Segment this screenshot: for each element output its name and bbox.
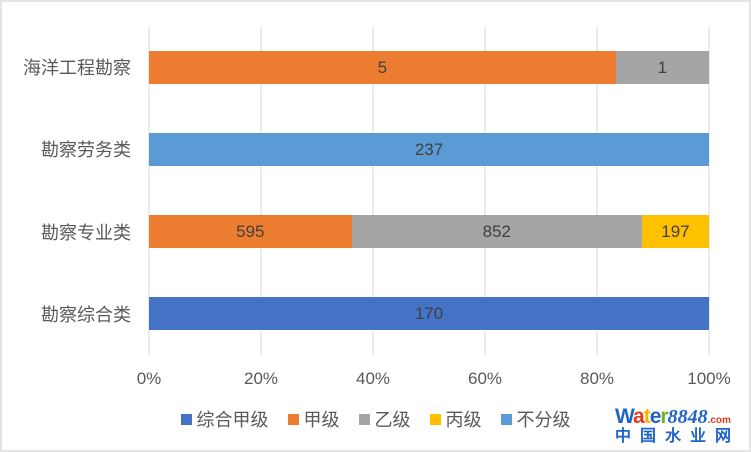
watermark-logo: Water8848.com	[615, 406, 740, 428]
percent-axis: 0% 20% 40% 60% 80% 100%	[137, 369, 731, 389]
legend-label: 丙级	[445, 410, 482, 430]
legend-label: 乙级	[374, 410, 411, 430]
watermark-brand-number: 8848	[667, 406, 708, 429]
category-axis: 海洋工程勘察勘察劳务类勘察专业类勘察综合类	[2, 26, 140, 355]
gridline	[260, 26, 262, 355]
watermark-brand-letter: W	[614, 405, 634, 429]
category-label: 勘察专业类	[41, 222, 131, 243]
axis-tick-label: 20%	[243, 369, 279, 388]
bar-row-勘察劳务类: 237	[149, 132, 709, 166]
bar-segment-不分级: 237	[149, 132, 709, 166]
axis-tick-label: 100%	[687, 369, 731, 388]
bar-row-勘察综合类: 170	[149, 297, 709, 331]
watermark-brand-letter: t	[643, 405, 651, 429]
legend-label: 甲级	[303, 410, 340, 430]
bar-segment-乙级: 852	[351, 215, 642, 249]
data-label: 170	[414, 304, 444, 324]
gridline	[484, 26, 486, 355]
legend-label: 不分级	[516, 410, 571, 430]
data-label: 237	[414, 139, 444, 159]
legend-item-不分级: 不分级	[500, 406, 571, 432]
legend: 综合甲级 甲级 乙级 丙级 不分级	[2, 406, 749, 432]
plot-area: 5 1 237 595 852 197 170	[148, 26, 710, 355]
watermark-subtitle: 中国水业网	[614, 428, 740, 446]
watermark-brand-word: Water	[614, 405, 669, 429]
axis-tick-label: 80%	[579, 369, 615, 388]
data-label: 595	[236, 222, 265, 242]
watermark-brand-tld: .com	[707, 415, 731, 427]
bar-row-勘察专业类: 595 852 197	[149, 215, 709, 249]
legend-label: 综合甲级	[196, 410, 269, 430]
legend-swatch-icon	[429, 413, 441, 425]
legend-swatch-icon	[287, 413, 299, 425]
legend-item-丙级: 丙级	[429, 406, 482, 432]
data-label: 1	[657, 57, 668, 77]
watermark: Water8848.com 中国水业网	[615, 406, 740, 446]
bar-segment-乙级: 1	[615, 50, 709, 84]
axis-tick-label: 60%	[467, 369, 503, 388]
bar-segment-甲级: 595	[149, 215, 352, 249]
legend-swatch-icon	[180, 413, 192, 425]
bar-segment-甲级: 5	[149, 50, 616, 84]
gridline	[148, 26, 150, 355]
bar-segment-丙级: 197	[641, 215, 709, 249]
axis-tick-label: 40%	[355, 369, 391, 388]
gridline	[596, 26, 598, 355]
category-label: 海洋工程勘察	[23, 58, 131, 79]
gridline	[708, 26, 710, 355]
legend-item-综合甲级: 综合甲级	[180, 406, 269, 432]
data-label: 197	[661, 222, 690, 242]
legend-item-乙级: 乙级	[358, 406, 411, 432]
bar-segment-综合甲级: 170	[149, 297, 709, 331]
legend-swatch-icon	[358, 413, 370, 425]
category-label: 勘察综合类	[41, 304, 131, 325]
data-label: 5	[377, 57, 388, 77]
watermark-brand-letter: r	[660, 405, 668, 429]
axis-tick-label: 0%	[136, 369, 162, 388]
watermark-brand-letter: e	[649, 405, 662, 429]
data-label: 852	[482, 222, 511, 242]
legend-item-甲级: 甲级	[287, 406, 340, 432]
category-label: 勘察劳务类	[41, 140, 131, 161]
legend-swatch-icon	[500, 413, 512, 425]
gridline	[372, 26, 374, 355]
watermark-brand-letter: a	[633, 405, 645, 429]
